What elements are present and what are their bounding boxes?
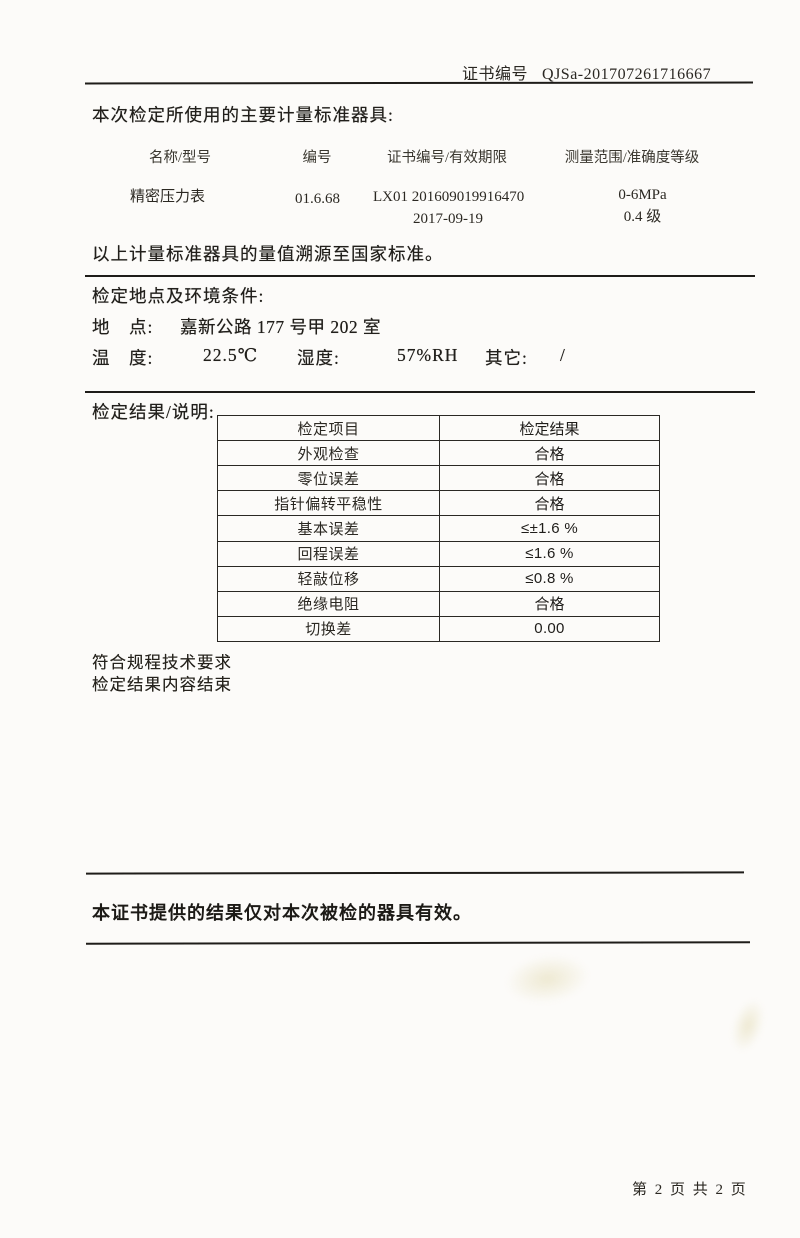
certificate-number-value: QJSa-201707261716667 — [542, 66, 712, 83]
result-item-label: 绝缘电阻 — [218, 591, 440, 616]
table-row: 基本误差 ≤±1.6 % — [218, 515, 659, 541]
standard-range: 0-6MPa — [618, 187, 667, 203]
result-item-label: 指针偏转平稳性 — [218, 491, 440, 516]
conclusion-line-2: 检定结果内容结束 — [92, 675, 232, 694]
result-item-label: 零位误差 — [218, 466, 440, 491]
results-header-item: 检定项目 — [218, 416, 440, 441]
table-row: 切换差 0.00 — [218, 615, 659, 641]
standard-accuracy-class: 0.4 级 — [623, 209, 662, 225]
environment-section-title: 检定地点及环境条件: — [92, 286, 265, 306]
humidity-label: 湿度: — [297, 348, 340, 368]
result-item-label: 外观检查 — [218, 441, 440, 466]
location-value: 嘉新公路 177 号甲 202 室 — [180, 317, 381, 337]
table-row: 外观检查 合格 — [218, 440, 659, 466]
traceability-note: 以上计量标准器具的量值溯源至国家标准。 — [92, 244, 444, 264]
temperature-value: 22.5℃ — [203, 345, 259, 365]
table-row: 轻敲位移 ≤0.8 % — [218, 565, 659, 591]
standards-col-serial: 编号 — [302, 150, 332, 166]
result-item-value: ≤1.6 % — [525, 545, 574, 563]
result-item-value: 合格 — [534, 597, 565, 614]
result-item-label: 切换差 — [218, 616, 440, 641]
result-item-value: 合格 — [534, 496, 565, 513]
table-row: 回程误差 ≤1.6 % — [218, 540, 659, 566]
table-row: 指针偏转平稳性 合格 — [218, 490, 659, 516]
results-table-header-row: 检定项目 检定结果 — [218, 416, 659, 441]
location-line: 地 点: 嘉新公路 177 号甲 202 室 — [0, 314, 800, 338]
table-row: 绝缘电阻 合格 — [218, 590, 659, 616]
location-label: 地 点: — [92, 317, 154, 337]
standards-col-name: 名称/型号 — [148, 150, 212, 166]
certificate-number-line: 证书编号 QJSa-201707261716667 — [462, 60, 711, 84]
page-indicator: 第 2 页 共 2 页 — [632, 1182, 748, 1198]
temperature-label: 温 度: — [92, 348, 154, 368]
standards-col-range: 测量范围/准确度等级 — [564, 150, 700, 166]
section-rule-results — [85, 391, 755, 393]
stamp-bleed-mark — [502, 949, 593, 1009]
standard-serial: 01.6.68 — [295, 191, 340, 207]
results-table: 检定项目 检定结果 外观检查 合格 零位误差 合格 指针偏转平稳性 合格 基本误… — [217, 415, 660, 642]
result-item-value: 0.00 — [534, 620, 565, 638]
stamp-bleed-mark — [725, 994, 771, 1057]
result-item-value: 合格 — [534, 446, 565, 463]
standard-name: 精密压力表 — [129, 189, 205, 205]
conditions-line: 温 度: 22.5℃ 湿度: 57%RH 其它: / — [0, 345, 800, 369]
humidity-value: 57%RH — [397, 345, 459, 365]
result-item-value: ≤0.8 % — [525, 570, 574, 588]
table-row: 零位误差 合格 — [218, 465, 659, 491]
header-rule — [84, 81, 754, 85]
validity-rule-bottom — [85, 941, 751, 945]
standards-col-cert: 证书编号/有效期限 — [386, 150, 508, 166]
results-header-result: 检定结果 — [519, 421, 580, 438]
result-item-value: 合格 — [534, 471, 565, 488]
validity-rule-top — [85, 871, 745, 875]
result-item-label: 回程误差 — [218, 541, 440, 566]
other-value: / — [560, 345, 566, 365]
result-item-value: ≤±1.6 % — [521, 519, 578, 537]
other-label: 其它: — [485, 348, 528, 368]
certificate-number-label: 证书编号 — [462, 66, 529, 83]
section-rule-environment — [85, 275, 755, 278]
standard-cert-expiry: 2017-09-19 — [413, 211, 483, 227]
conclusion-line-1: 符合规程技术要求 — [92, 653, 232, 672]
validity-note: 本证书提供的结果仅对本次被检的器具有效。 — [92, 903, 472, 923]
standard-range-accuracy: 0-6MPa 0.4 级 — [580, 184, 705, 228]
result-item-label: 基本误差 — [218, 516, 440, 541]
results-section-title: 检定结果/说明: — [92, 402, 215, 422]
standards-section-title: 本次检定所使用的主要计量标准器具: — [92, 105, 394, 125]
standard-cert-validity: LX01 201609019916470 2017-09-19 — [373, 186, 525, 230]
standard-cert-number: LX01 201609019916470 — [373, 189, 525, 205]
result-item-label: 轻敲位移 — [218, 566, 440, 591]
